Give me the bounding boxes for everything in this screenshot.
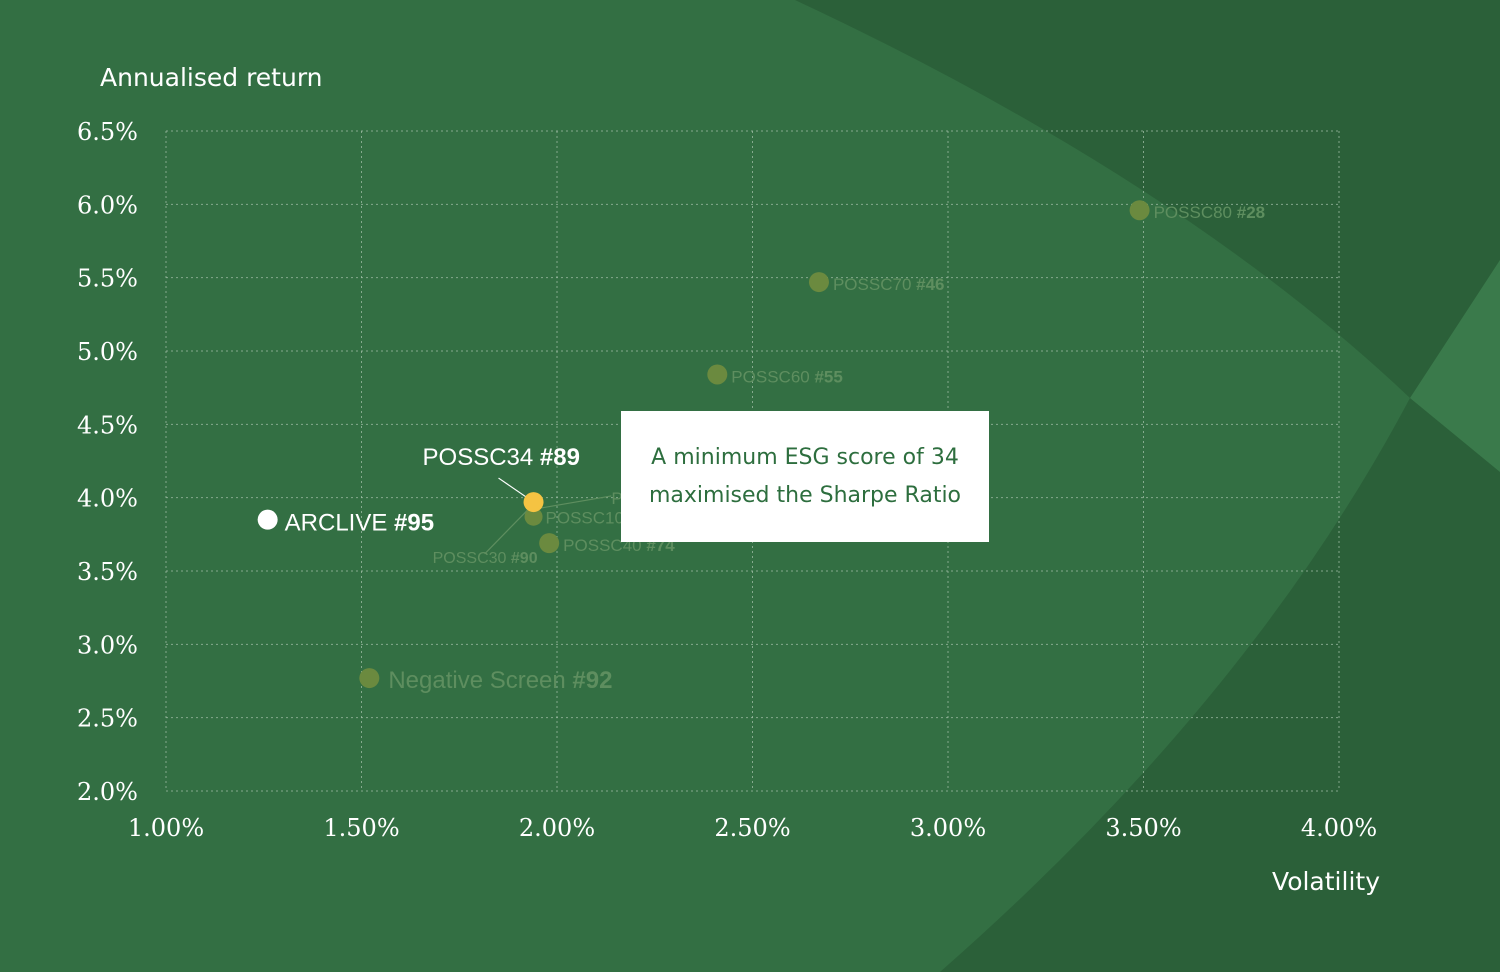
point-label-possc70: POSSC70 #46 [833,275,945,294]
y-tick-label: 3.5% [77,558,138,586]
point-label-possc30: POSSC30 #90 [433,550,538,567]
point-possc10 [524,507,543,526]
x-tick-label: 1.00% [128,814,204,842]
y-tick-label: 3.0% [77,631,138,659]
point-arclive [257,509,278,530]
background-curve-upper [795,0,1500,472]
point-label-possc80: POSSC80 #28 [1154,203,1266,222]
x-tick-label: 3.00% [910,814,986,842]
annotation-box: A minimum ESG score of 34 maximised the … [621,411,989,542]
point-label-arclive: ARCLIVE #95 [285,510,434,537]
y-tick-label: 6.0% [77,191,138,219]
annotation-line-2: maximised the Sharpe Ratio [648,482,962,508]
point-possc40 [539,533,560,554]
x-tick-label: 2.50% [714,814,790,842]
y-axis-title: Annualised return [100,63,323,92]
point-label-possc34: POSSC34 #89 [423,444,580,471]
data-points: POSSC30 #90PCPOSSC10 #8POSSC40 #74POSSC6… [257,200,1266,694]
x-tick-label: 1.50% [323,814,399,842]
point-possc60 [707,364,728,385]
y-tick-label: 6.5% [77,118,138,146]
x-tick-label: 2.00% [519,814,595,842]
point-label-negative-screen: Negative Screen #92 [388,667,612,694]
leader-line-pc [541,495,612,509]
y-tick-label: 4.5% [77,411,138,439]
point-label-possc60: POSSC60 #55 [731,367,843,386]
y-tick-label: 5.0% [77,338,138,366]
background-wedge-light [1410,260,1500,472]
y-tick-label: 5.5% [77,265,138,293]
background-curve-lower [940,398,1500,972]
y-tick-label: 4.0% [77,485,138,513]
annotation-line-1: A minimum ESG score of 34 [651,444,959,470]
x-tick-label: 3.50% [1105,814,1181,842]
point-possc70 [808,272,829,293]
point-possc34 [523,492,544,513]
x-axis-ticks: 1.00% 1.50% 2.00% 2.50% 3.00% 3.50% 4.00% [128,814,1377,842]
y-tick-label: 2.0% [77,778,138,806]
y-tick-label: 2.5% [77,705,138,733]
x-axis-title: Volatility [1272,867,1380,896]
x-tick-label: 4.00% [1301,814,1377,842]
point-possc80 [1129,200,1150,221]
y-axis-ticks: 6.5% 6.0% 5.5% 5.0% 4.5% 4.0% 3.5% 3.0% 2.5% 2.0% [77,118,138,806]
point-negative-screen [359,668,380,689]
leader-line-possc30 [484,507,531,555]
